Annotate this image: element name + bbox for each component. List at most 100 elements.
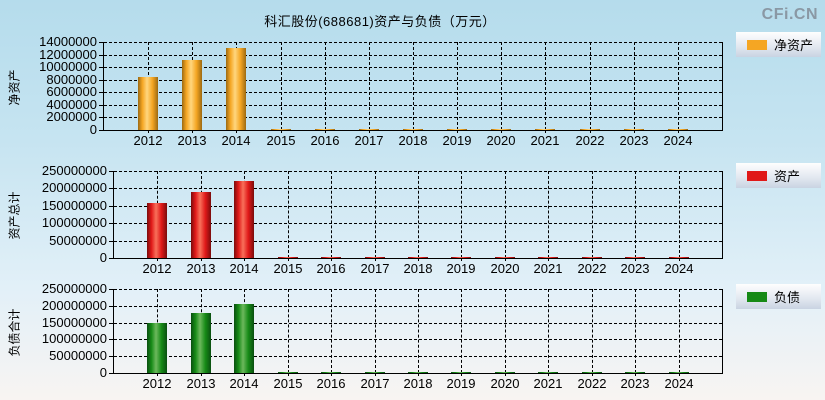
x-tick-label: 2019 <box>442 133 472 148</box>
y-tick-label: 150000000 <box>41 198 107 213</box>
v-gridline <box>501 42 502 130</box>
x-tick-label: 2019 <box>446 261 476 276</box>
x-tick-label: 2015 <box>273 376 303 391</box>
x-tick <box>418 373 419 376</box>
y-tick <box>109 339 114 340</box>
y-tick-label: 100000000 <box>41 331 107 346</box>
x-tick-label: 2024 <box>663 133 693 148</box>
y-axis-title: 净资产 <box>7 69 22 106</box>
x-tick-label: 2018 <box>398 133 428 148</box>
y-tick-label: 2000000 <box>46 109 97 124</box>
x-tick <box>679 258 680 261</box>
x-tick <box>288 373 289 376</box>
bar-2013 <box>191 313 211 373</box>
y-tick <box>99 67 104 68</box>
x-tick-label: 2022 <box>575 133 605 148</box>
bar-2020 <box>495 372 515 373</box>
v-gridline <box>288 289 289 373</box>
y-tick-label: 10000000 <box>39 59 97 74</box>
v-gridline <box>375 289 376 373</box>
x-tick-label: 2016 <box>310 133 340 148</box>
plot-area: 0 2000000 4000000 6000000 8000000 10000000 120… <box>39 35 723 148</box>
y-tick <box>109 289 114 290</box>
y-tick-label: 250000000 <box>41 163 107 178</box>
y-tick <box>109 206 114 207</box>
y-tick <box>109 306 114 307</box>
bar-2015 <box>278 257 298 258</box>
x-tick-label: 2018 <box>403 376 433 391</box>
bar-2018 <box>403 129 423 130</box>
x-tick-label: 2018 <box>403 261 433 276</box>
y-tick-label: 8000000 <box>46 72 97 87</box>
legend: 资产 <box>736 163 821 188</box>
y-tick <box>99 80 104 81</box>
x-tick <box>461 373 462 376</box>
x-tick <box>635 258 636 261</box>
v-gridline <box>592 289 593 373</box>
bar-2021 <box>538 372 558 373</box>
bar-2017 <box>365 257 385 258</box>
x-tick <box>413 130 414 133</box>
y-tick-label: 4000000 <box>46 97 97 112</box>
bar-2012 <box>147 323 167 373</box>
x-tick <box>592 373 593 376</box>
v-gridline <box>325 42 326 130</box>
x-tick-label: 2012 <box>142 261 172 276</box>
x-tick-label: 2020 <box>486 133 516 148</box>
bar-2021 <box>535 129 555 130</box>
bar-2016 <box>321 372 341 373</box>
x-tick-label: 2021 <box>533 261 563 276</box>
bar-2022 <box>582 257 602 258</box>
bar-2019 <box>447 129 467 130</box>
v-gridline <box>635 171 636 258</box>
y-tick <box>109 223 114 224</box>
x-tick-label: 2023 <box>619 133 649 148</box>
x-tick <box>592 258 593 261</box>
bar-2022 <box>580 129 600 130</box>
y-tick <box>109 373 114 374</box>
x-tick <box>418 258 419 261</box>
legend-label: 负债 <box>774 290 801 305</box>
x-tick <box>548 258 549 261</box>
x-tick <box>148 130 149 133</box>
x-tick-label: 2014 <box>229 376 259 391</box>
x-tick <box>635 373 636 376</box>
x-tick <box>505 373 506 376</box>
bar-2014 <box>226 48 246 130</box>
y-tick <box>109 188 114 189</box>
bar-2016 <box>321 257 341 258</box>
cfi-logo: CFi.CN <box>761 6 818 23</box>
v-gridline <box>418 171 419 258</box>
legend-swatch <box>747 170 767 181</box>
bar-2012 <box>138 77 158 130</box>
y-tick <box>99 55 104 56</box>
x-tick <box>244 373 245 376</box>
v-gridline <box>548 289 549 373</box>
x-tick <box>192 130 193 133</box>
bar-2014 <box>234 304 254 373</box>
x-tick <box>505 258 506 261</box>
y-tick-label: 14000000 <box>39 34 97 49</box>
x-tick-label: 2021 <box>530 133 560 148</box>
y-tick-label: 0 <box>89 122 97 137</box>
x-tick-label: 2014 <box>221 133 251 148</box>
v-gridline <box>369 42 370 130</box>
v-gridline <box>281 42 282 130</box>
bar-2024 <box>669 257 689 258</box>
v-gridline <box>331 171 332 258</box>
x-tick-label: 2015 <box>266 133 296 148</box>
x-tick-label: 2015 <box>273 261 303 276</box>
bar-2019 <box>451 257 471 258</box>
v-gridline <box>331 289 332 373</box>
y-axis-title: 负债合计 <box>7 308 22 357</box>
bar-2021 <box>538 257 558 258</box>
y-tick <box>99 42 104 43</box>
legend-label: 资产 <box>774 169 801 184</box>
x-tick <box>548 373 549 376</box>
bar-2024 <box>669 372 689 373</box>
y-tick <box>109 323 114 324</box>
x-tick-label: 2024 <box>664 261 694 276</box>
v-gridline <box>635 289 636 373</box>
y-tick-label: 0 <box>99 250 107 265</box>
x-tick <box>461 258 462 261</box>
